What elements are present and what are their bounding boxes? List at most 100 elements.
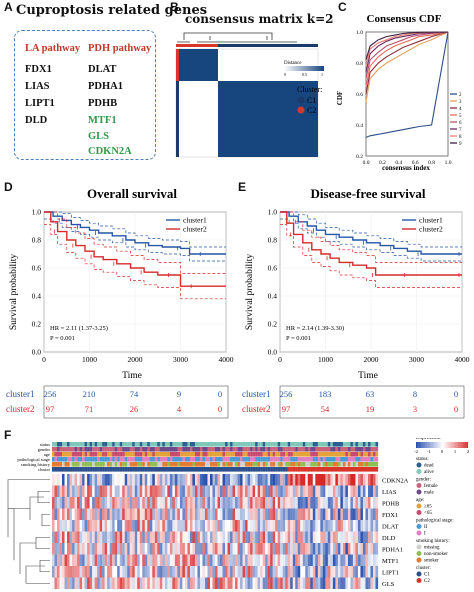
annotation-cell	[194, 462, 198, 467]
heatmap-cell	[247, 474, 251, 486]
heatmap-cell	[207, 577, 211, 589]
heatmap-cell	[275, 554, 278, 566]
heatmap-cell	[102, 485, 105, 497]
annotation-cell	[370, 452, 374, 457]
annotation-cell	[260, 452, 263, 457]
annotation-cell	[197, 442, 201, 447]
annotation-cell	[335, 442, 339, 447]
overall-survival-chart: Overall survival 0 1000 2000 3000 40000.00.2…	[9, 186, 234, 380]
annotation-cell	[252, 467, 256, 472]
heatmap-cell	[194, 497, 198, 509]
legend-item-label: <65	[424, 511, 432, 516]
heatmap-cell	[237, 577, 241, 589]
annotation-cell	[132, 462, 135, 467]
heatmap-cell	[104, 554, 108, 566]
annotation-cell	[227, 457, 231, 462]
heatmap-cell	[59, 531, 63, 543]
heatmap-cell	[272, 577, 276, 589]
heatmap-cell	[192, 566, 196, 578]
heatmap-cell	[347, 531, 351, 543]
os-xtick: 4000	[219, 355, 234, 364]
heatmap-cell	[337, 520, 341, 532]
heatmap-cell	[360, 531, 364, 543]
heatmap-cell	[57, 485, 60, 497]
heatmap-legend-tick: 1	[454, 449, 456, 454]
annotation-cell	[362, 442, 366, 447]
legend-item-label: alive	[424, 470, 434, 475]
heatmap-cell	[327, 543, 331, 555]
legend-swatch	[416, 530, 422, 536]
heatmap-cell	[182, 531, 186, 543]
annotation-cell	[295, 467, 298, 472]
heatmap-cell	[169, 474, 173, 486]
heatmap-cell	[287, 520, 291, 532]
heatmap-cell	[372, 520, 376, 532]
heatmap-cell	[102, 474, 105, 486]
heatmap-cell	[172, 474, 176, 486]
heatmap-cell	[207, 474, 211, 486]
heatmap-cell	[94, 577, 98, 589]
heatmap-cell	[169, 520, 173, 532]
heatmap-cell	[87, 520, 90, 532]
annotation-cell	[207, 467, 211, 472]
heatmap-cell	[260, 543, 263, 555]
heatmap-cell	[62, 508, 65, 520]
heatmap-cell	[107, 497, 110, 509]
annotation-cell	[230, 452, 233, 457]
annotation-cell	[370, 447, 374, 452]
annotation-cell	[162, 457, 165, 462]
heatmap-cell	[132, 485, 135, 497]
annotation-cell	[74, 467, 78, 472]
heatmap-cell	[305, 577, 308, 589]
annotation-cell	[320, 442, 323, 447]
heatmap-cell	[305, 543, 308, 555]
annotation-cell	[362, 452, 366, 457]
annotation-cell	[215, 447, 218, 452]
heatmap-cell	[320, 508, 323, 520]
heatmap-cell	[72, 566, 75, 578]
heatmap-cell	[295, 508, 298, 520]
heatmap-cell	[124, 497, 128, 509]
annotation-cell	[132, 442, 135, 447]
annotation-cell	[134, 457, 138, 462]
heatmap-colorbar-cell	[427, 442, 430, 448]
annotation-cell	[340, 462, 344, 467]
annotation-cell	[144, 467, 148, 472]
dfs-risk-cluster1-0: 256	[280, 389, 293, 399]
heatmap-cell	[362, 566, 366, 578]
heatmap-cell	[340, 554, 344, 566]
heatmap-cell	[154, 520, 158, 532]
annotation-cell	[64, 462, 68, 467]
dfs-ytick: 0.6	[268, 264, 278, 273]
heatmap-row-label-lipt1: LIPT1	[382, 569, 399, 576]
heatmap-cell	[79, 554, 83, 566]
annotation-cell	[67, 442, 70, 447]
heatmap-cell	[277, 474, 281, 486]
heatmap-cell	[250, 566, 253, 578]
annotation-cell	[187, 452, 191, 457]
heatmap-cell	[77, 508, 80, 520]
annotation-cell	[167, 462, 171, 467]
heatmap-cell	[275, 485, 278, 497]
heatmap-cell	[350, 543, 354, 555]
heatmap-cell	[240, 520, 243, 532]
annotation-cell	[142, 447, 145, 452]
heatmap-cell	[57, 531, 60, 543]
heatmap-cell	[222, 508, 226, 520]
heatmap-cell	[139, 497, 143, 509]
heatmap-cell	[357, 577, 361, 589]
heatmap-cell	[89, 543, 93, 555]
annotation-cell	[297, 467, 301, 472]
heatmap-cell	[62, 543, 65, 555]
annotation-cell	[72, 442, 75, 447]
distance-tick-1: 1	[321, 72, 323, 77]
heatmap-cell	[287, 554, 291, 566]
heatmap-cell	[345, 566, 349, 578]
heatmap-cell	[320, 554, 323, 566]
heatmap-cell	[64, 497, 68, 509]
heatmap-cell	[57, 508, 60, 520]
annotation-cell	[277, 452, 281, 457]
heatmap-cell	[142, 543, 145, 555]
annotation-cell	[215, 457, 218, 462]
annotation-cell	[72, 462, 75, 467]
